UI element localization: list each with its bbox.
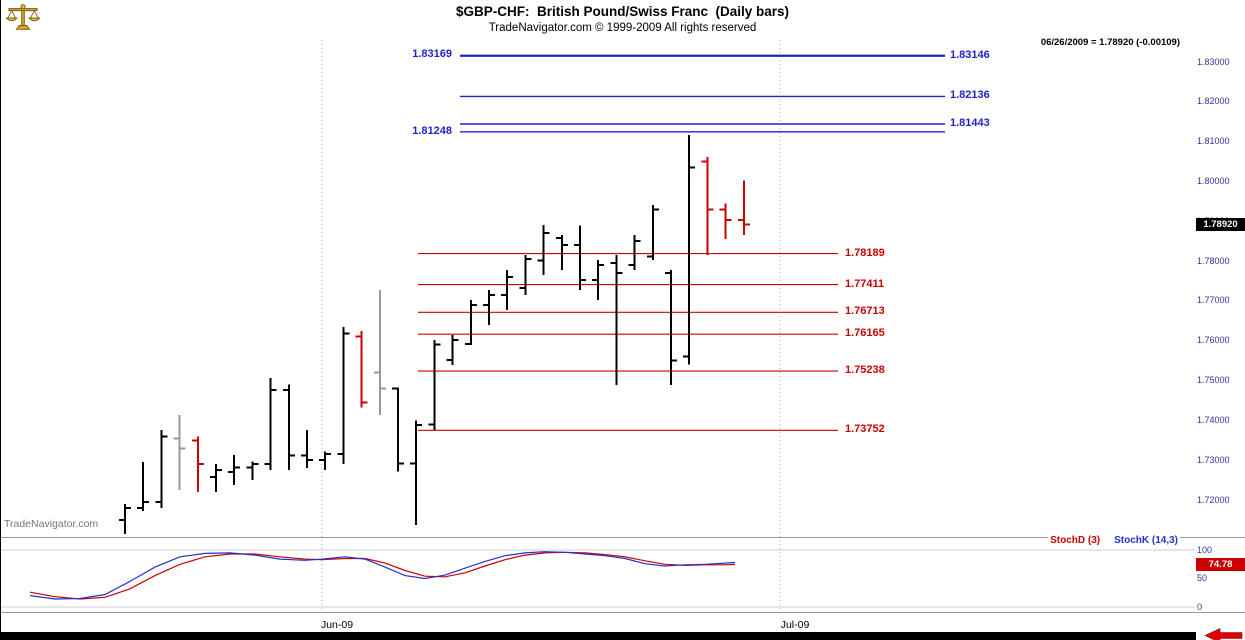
ohlc-bars — [119, 134, 750, 534]
panel-separators — [0, 537, 1245, 613]
h-scrollbar[interactable] — [0, 632, 1196, 640]
support-lines — [418, 253, 838, 431]
chart-subtitle: TradeNavigator.com © 1999-2009 All right… — [488, 22, 757, 34]
stoch-value-badge: 74.78 — [1196, 558, 1245, 571]
time-gridlines — [321, 40, 781, 612]
last-price-badge: 1.78920 — [1196, 218, 1245, 231]
stochd-legend-label: StochD (3) — [1050, 535, 1101, 546]
resistance-lines — [460, 54, 945, 133]
last-quote-readout: 06/26/2009 = 1.78920 (-0.00109) — [1040, 37, 1180, 48]
chart-title: $GBP-CHF: British Pound/Swiss Franc (Dai… — [455, 4, 790, 19]
window-border — [0, 0, 1, 640]
scroll-left-button[interactable] — [1204, 628, 1243, 640]
stoch-lines — [29, 551, 736, 600]
tradenavigator-logo-icon — [5, 4, 41, 30]
stochk-legend-label: StochK (14,3) — [1114, 535, 1178, 546]
watermark: TradeNavigator.com — [4, 518, 99, 530]
stoch-legend: StochD (3) StochK (14,3) — [1048, 535, 1180, 546]
